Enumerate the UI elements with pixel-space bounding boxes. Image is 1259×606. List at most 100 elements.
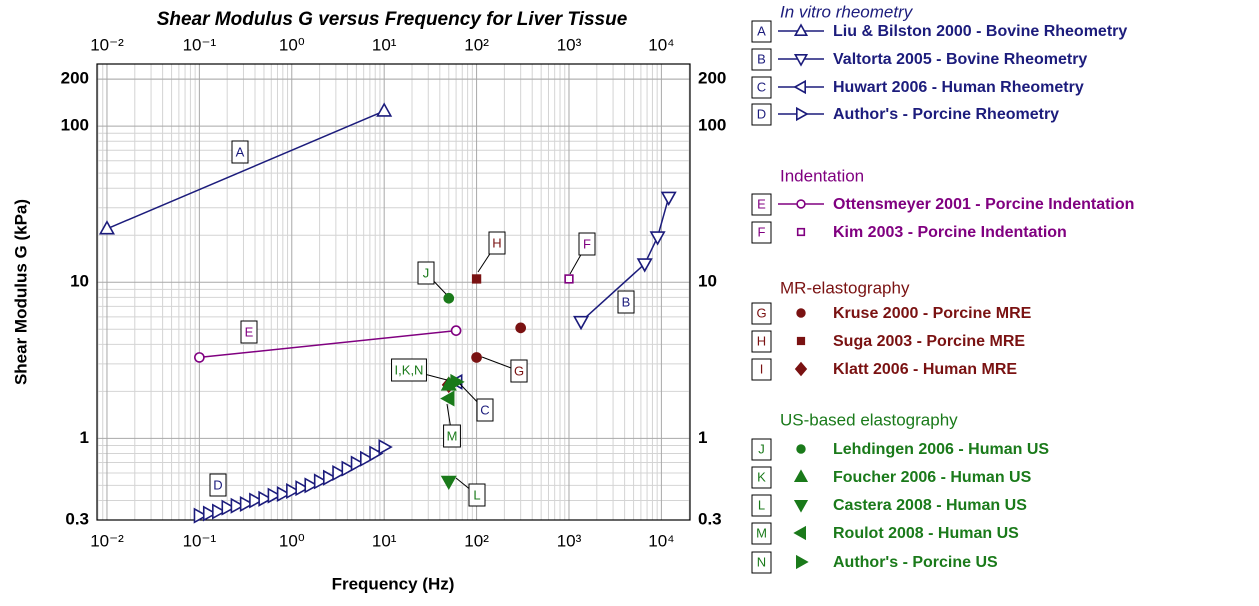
- marker: [369, 445, 384, 462]
- legend-label: Klatt 2006 - Human MRE: [833, 361, 1017, 378]
- legend-tag: D: [757, 106, 766, 121]
- marker: [239, 495, 255, 512]
- legend-label: Author's - Porcine Rheometry: [833, 106, 1059, 123]
- x-tick-label-top: 10⁻¹: [183, 35, 217, 54]
- plot-frame: [96, 63, 691, 521]
- series-line: [580, 197, 670, 323]
- legend-tag: B: [757, 51, 766, 66]
- legend-tag: E: [757, 196, 766, 211]
- x-tick-label-top: 10⁴: [648, 35, 674, 54]
- legend-tag-box: [751, 551, 772, 574]
- y-tick-label: 200: [61, 69, 89, 88]
- legend-tag: A: [757, 23, 766, 38]
- annotation-label: J: [423, 265, 430, 280]
- marker: [796, 308, 806, 318]
- legend-tag-box: [751, 522, 772, 545]
- marker: [796, 444, 806, 454]
- annotation-box: [231, 140, 249, 164]
- legend-tag-box: [751, 494, 772, 517]
- annotation-box: [488, 231, 506, 255]
- marker: [793, 469, 809, 483]
- annotation-label: G: [514, 363, 524, 378]
- legend-tag: J: [758, 441, 765, 456]
- y-tick-label-right: 10: [698, 272, 717, 291]
- annotation-box: [240, 320, 258, 344]
- x-tick-label-top: 10¹: [372, 35, 397, 54]
- series-line: [106, 110, 385, 230]
- marker: [360, 450, 375, 467]
- legend-group-title: US-based elastography: [780, 410, 958, 429]
- annotation-label: F: [583, 236, 591, 251]
- marker: [440, 390, 455, 407]
- x-tick-label: 10³: [557, 531, 582, 550]
- annotation-label: L: [473, 487, 480, 502]
- marker: [515, 322, 527, 334]
- x-tick-label: 10⁰: [279, 531, 305, 550]
- marker: [212, 503, 227, 520]
- marker: [230, 497, 245, 514]
- legend-label: Valtorta 2005 - Bovine Rheometry: [833, 51, 1087, 68]
- y-tick-label-right: 100: [698, 116, 726, 135]
- annotation-label: H: [492, 235, 501, 250]
- legend-label: Liu & Bilston 2000 - Bovine Rheometry: [833, 23, 1127, 40]
- marker: [295, 480, 310, 497]
- chart-title: Shear Modulus G versus Frequency for Liv…: [157, 9, 628, 30]
- legend-tag: I: [760, 361, 764, 376]
- annotation-box: [578, 232, 596, 256]
- x-tick-label-top: 10⁰: [279, 35, 305, 54]
- legend-label: Suga 2003 - Porcine MRE: [833, 333, 1025, 350]
- marker: [793, 79, 807, 95]
- x-tick-label: 10²: [464, 531, 489, 550]
- marker: [276, 486, 292, 503]
- x-tick-label-top: 10³: [557, 35, 582, 54]
- x-tick-label-top: 10²: [464, 35, 489, 54]
- y-tick-label-right: 200: [698, 69, 726, 88]
- legend-label: Huwart 2006 - Human Rheometry: [833, 79, 1084, 96]
- legend-tag-box: [751, 76, 772, 99]
- marker: [221, 499, 236, 516]
- marker: [440, 475, 457, 491]
- marker: [660, 191, 677, 206]
- legend-tag-box: [751, 48, 772, 71]
- annotation-label: D: [213, 477, 222, 492]
- legend-label: Lehdingen 2006 - Human US: [833, 441, 1049, 458]
- marker: [796, 336, 806, 346]
- marker: [313, 473, 329, 490]
- marker: [258, 490, 273, 507]
- y-axis-label: Shear Modulus G (kPa): [11, 199, 30, 385]
- y-tick-label-right: 0.3: [698, 509, 722, 528]
- legend-tag-box: [751, 221, 772, 244]
- marker: [795, 106, 809, 122]
- annotation-label: M: [447, 428, 458, 443]
- marker: [793, 53, 809, 67]
- marker: [376, 102, 393, 117]
- legend-label: Castera 2008 - Human US: [833, 497, 1027, 514]
- marker: [304, 477, 319, 494]
- x-tick-label: 10⁻¹: [183, 531, 217, 550]
- marker: [286, 483, 301, 500]
- x-tick-label: 10⁻²: [90, 531, 124, 550]
- legend-tag: M: [756, 525, 767, 540]
- annotation-box: [443, 424, 461, 448]
- marker: [443, 292, 455, 304]
- marker: [350, 455, 366, 472]
- legend-label: Foucher 2006 - Human US: [833, 469, 1032, 486]
- marker: [332, 464, 347, 482]
- annotation-box: [476, 398, 494, 422]
- legend-tag-box: [751, 438, 772, 461]
- series-line: [199, 329, 457, 359]
- marker: [471, 352, 482, 363]
- marker: [341, 460, 356, 477]
- legend-label: Roulot 2008 - Human US: [833, 525, 1019, 542]
- legend-tag: N: [757, 554, 766, 569]
- marker: [193, 507, 209, 524]
- y-tick-label: 0.3: [65, 509, 89, 528]
- legend-tag: K: [757, 469, 766, 484]
- legend-tag: F: [758, 224, 766, 239]
- legend-group-title: MR-elastography: [780, 278, 910, 297]
- legend-tag-box: [751, 330, 772, 353]
- annotation-box: [510, 359, 528, 383]
- legend-label: Author's - Porcine US: [833, 554, 998, 571]
- marker: [794, 361, 808, 377]
